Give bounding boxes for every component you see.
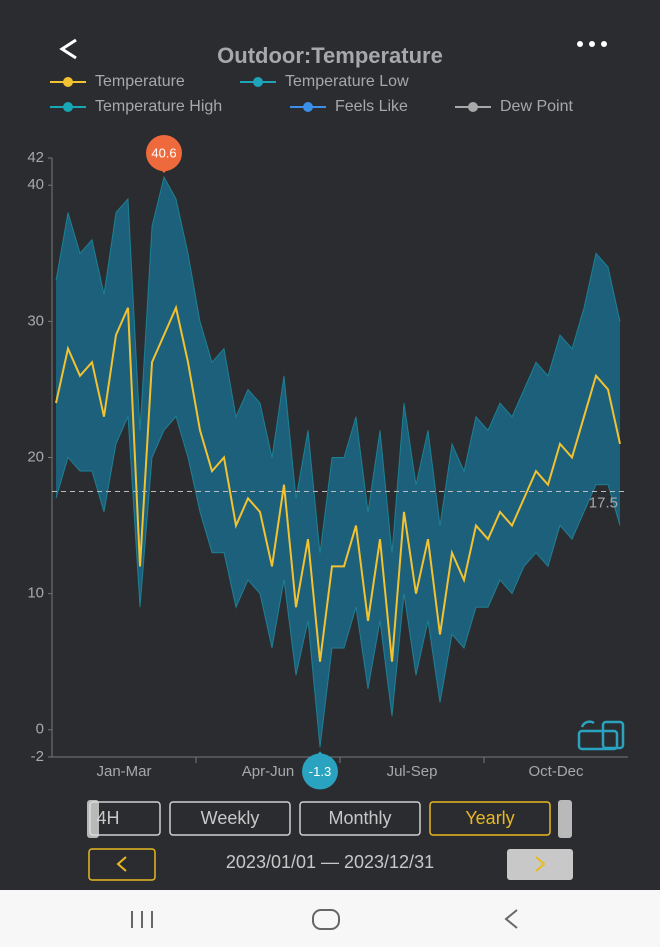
- legend-dot: [253, 77, 263, 87]
- prev-icon: [116, 856, 127, 872]
- y-tick-label: 40: [27, 176, 44, 193]
- max-marker-bubble: [146, 135, 182, 172]
- temperature-line: [55, 304, 621, 662]
- min-marker-bubble: [302, 753, 338, 790]
- nav-home[interactable]: [312, 909, 340, 930]
- legend-label: Temperature: [95, 73, 185, 90]
- scroll-edge: [558, 800, 572, 838]
- nav-bar: [0, 890, 660, 947]
- legend-dot: [303, 102, 313, 112]
- range-button[interactable]: [169, 801, 291, 836]
- high-line: [55, 175, 621, 553]
- range-button-label: 4H: [96, 808, 119, 828]
- legend-dot: [63, 77, 73, 87]
- y-tick-label: 42: [27, 149, 44, 166]
- average-label: 17.5: [589, 495, 618, 512]
- next-icon: [535, 856, 546, 872]
- x-tick-label: Oct-Dec: [528, 763, 584, 780]
- y-tick-label: -2: [31, 748, 44, 765]
- y-tick-label: 30: [27, 312, 44, 329]
- next-button[interactable]: [507, 849, 573, 880]
- prev-button[interactable]: [88, 848, 156, 881]
- y-tick-label: 20: [27, 448, 44, 465]
- legend-label: Dew Point: [500, 98, 573, 115]
- range-button-label: Weekly: [201, 808, 260, 828]
- legend-dot: [63, 102, 73, 112]
- y-tick-label: 0: [36, 721, 44, 738]
- range-button[interactable]: [429, 801, 551, 836]
- date-range: 2023/01/01 — 2023/12/31: [226, 852, 434, 872]
- range-button[interactable]: [299, 801, 421, 836]
- x-tick-label: Apr-Jun: [242, 763, 295, 780]
- legend-label: Temperature Low: [285, 73, 409, 90]
- legend-dot: [468, 102, 478, 112]
- range-button-label: Monthly: [328, 808, 391, 828]
- nav-back[interactable]: [504, 909, 518, 929]
- menu-button[interactable]: [577, 41, 607, 47]
- nav-recents[interactable]: [131, 911, 153, 928]
- min-label: -1.3: [309, 764, 331, 779]
- legend-label: Feels Like: [335, 98, 408, 115]
- x-tick-label: Jan-Mar: [96, 763, 151, 780]
- range-button-label: Yearly: [465, 808, 514, 828]
- title: Outdoor:Temperature: [217, 43, 443, 68]
- low-line: [55, 415, 621, 748]
- y-tick-label: 10: [27, 585, 44, 602]
- max-label: 40.6: [151, 145, 176, 160]
- rotate-icon[interactable]: [577, 720, 625, 751]
- scroll-edge: [87, 800, 99, 838]
- back-button[interactable]: [59, 38, 77, 60]
- legend-label: Temperature High: [95, 98, 222, 115]
- x-tick-label: Jul-Sep: [387, 763, 438, 780]
- temperature-range-band: [56, 177, 620, 748]
